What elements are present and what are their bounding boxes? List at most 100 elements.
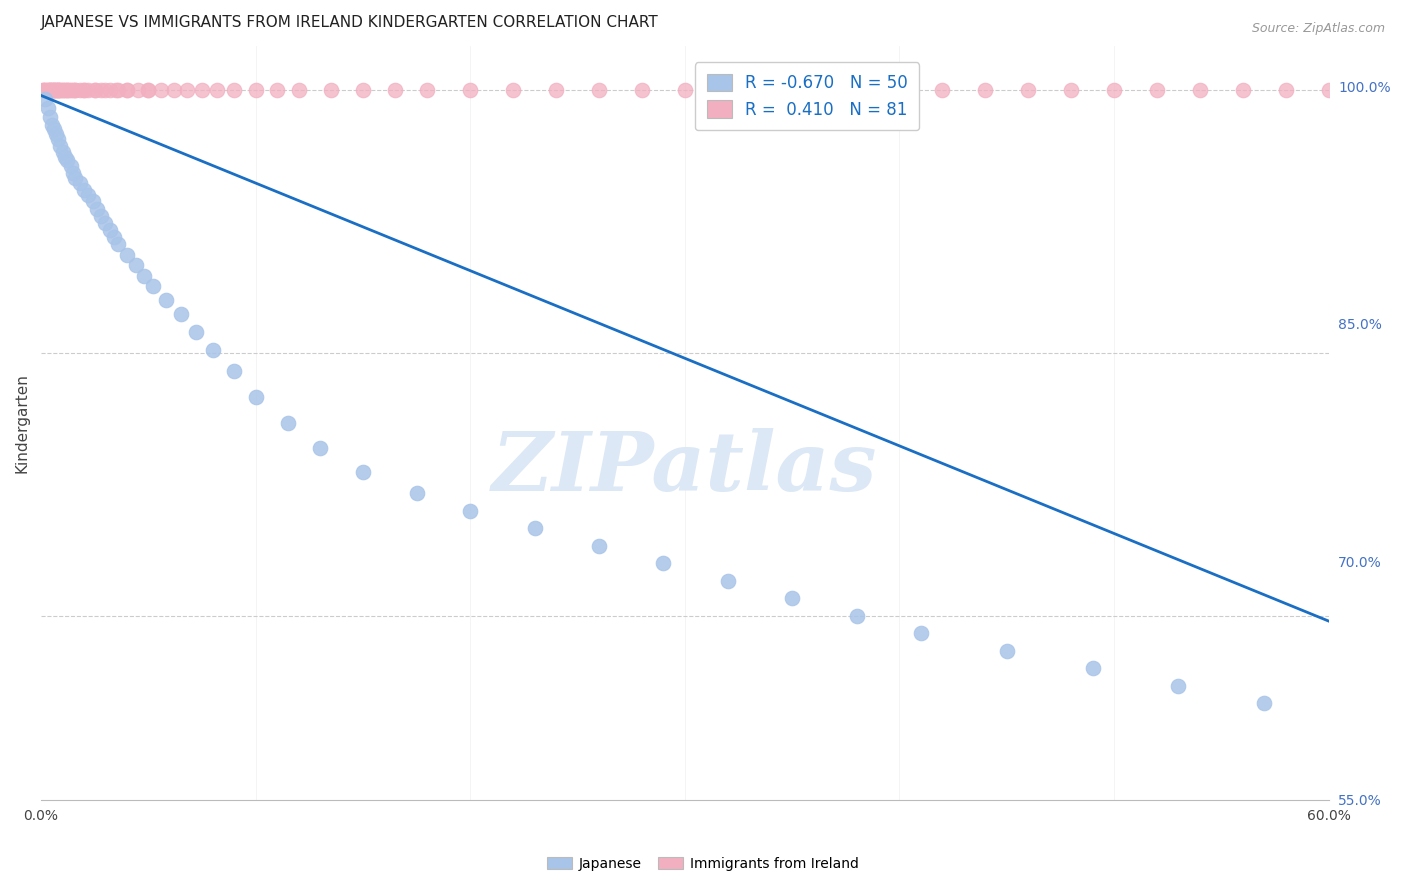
Legend: R = -0.670   N = 50, R =  0.410   N = 81: R = -0.670 N = 50, R = 0.410 N = 81 [695, 62, 920, 130]
Point [1060, 83, 1083, 97]
Point [652, 556, 675, 570]
Point [73, 183, 96, 197]
Point [124, 259, 146, 273]
Point [1017, 83, 1039, 97]
Point [37, 83, 59, 97]
Point [56, 83, 79, 97]
Point [83, 83, 105, 97]
Point [155, 293, 177, 308]
Point [546, 83, 568, 97]
Point [1167, 679, 1189, 693]
Point [69, 176, 91, 190]
Point [38, 110, 60, 124]
Point [42, 83, 65, 97]
Point [588, 83, 610, 97]
Point [319, 83, 342, 97]
Point [90, 83, 112, 97]
Point [384, 83, 406, 97]
Point [34, 83, 56, 97]
Point [42, 83, 65, 97]
Point [201, 343, 224, 357]
Point [65, 83, 87, 97]
Point [52, 83, 75, 97]
Point [32, 83, 55, 97]
Point [41, 83, 63, 97]
Point [631, 83, 654, 97]
Point [38, 83, 60, 97]
Point [41, 118, 63, 132]
Point [46, 83, 69, 97]
Point [41, 83, 63, 97]
Point [46, 83, 69, 97]
Point [309, 441, 332, 455]
Point [45, 83, 67, 97]
Point [352, 465, 374, 479]
Point [98, 223, 121, 237]
Point [931, 83, 953, 97]
Point [138, 83, 160, 97]
Point [974, 83, 997, 97]
Point [717, 574, 740, 588]
Point [1232, 83, 1254, 97]
Point [105, 83, 128, 97]
Point [287, 83, 309, 97]
Point [416, 83, 439, 97]
Point [458, 83, 481, 97]
Point [46, 83, 69, 97]
Point [224, 363, 246, 377]
Point [42, 83, 65, 97]
Point [56, 153, 79, 168]
Point [115, 83, 138, 97]
Point [995, 644, 1018, 658]
Point [224, 83, 246, 97]
Point [163, 83, 186, 97]
Point [1102, 83, 1125, 97]
Point [115, 248, 138, 262]
Point [142, 279, 165, 293]
Point [42, 121, 65, 136]
Point [502, 83, 524, 97]
Point [34, 92, 56, 106]
Text: JAPANESE VS IMMIGRANTS FROM IRELAND KINDERGARTEN CORRELATION CHART: JAPANESE VS IMMIGRANTS FROM IRELAND KIND… [41, 15, 659, 30]
Point [845, 608, 868, 623]
Y-axis label: Kindergarten: Kindergarten [15, 373, 30, 473]
Text: Source: ZipAtlas.com: Source: ZipAtlas.com [1251, 22, 1385, 36]
Point [37, 83, 59, 97]
Point [53, 83, 76, 97]
Point [205, 83, 228, 97]
Point [52, 145, 75, 159]
Point [77, 188, 100, 202]
Point [169, 308, 191, 322]
Point [266, 83, 288, 97]
Point [65, 170, 87, 185]
Point [673, 83, 696, 97]
Point [49, 83, 72, 97]
Point [65, 83, 87, 97]
Point [86, 202, 108, 217]
Point [45, 83, 67, 97]
Point [1317, 83, 1340, 97]
Point [53, 150, 76, 164]
Point [523, 521, 546, 535]
Point [845, 83, 868, 97]
Point [245, 390, 267, 404]
Point [62, 83, 84, 97]
Point [405, 486, 427, 500]
Point [150, 83, 173, 97]
Point [37, 101, 59, 115]
Point [352, 83, 374, 97]
Point [83, 83, 105, 97]
Point [69, 83, 91, 97]
Point [132, 268, 155, 283]
Point [38, 83, 60, 97]
Point [1253, 697, 1275, 711]
Point [889, 83, 911, 97]
Point [98, 83, 121, 97]
Point [176, 83, 198, 97]
Point [49, 139, 72, 153]
Point [115, 83, 138, 97]
Point [1188, 83, 1211, 97]
Point [277, 416, 299, 430]
Point [60, 159, 83, 173]
Point [759, 83, 782, 97]
